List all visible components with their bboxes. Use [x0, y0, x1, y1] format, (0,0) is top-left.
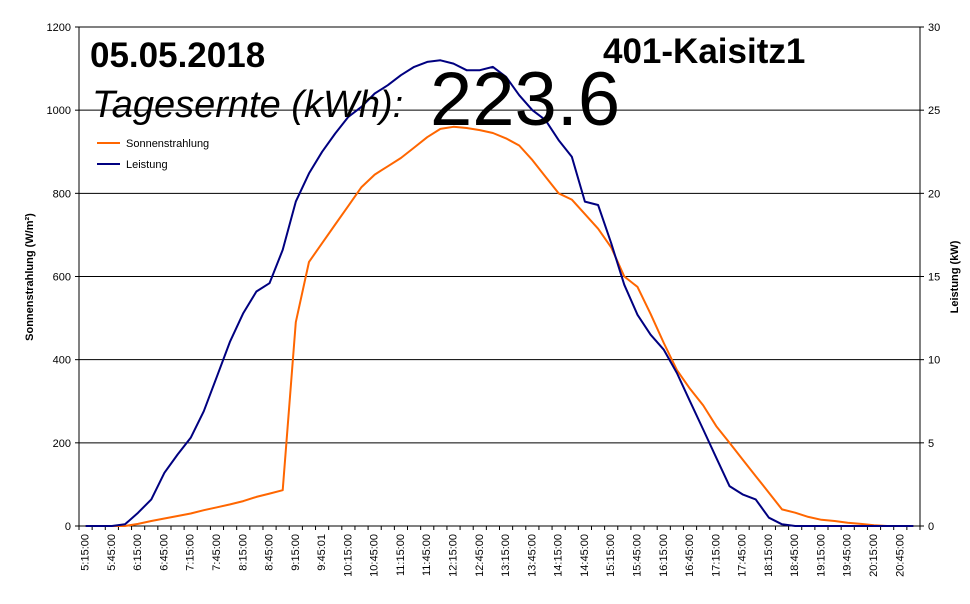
right-tick-label: 15 — [928, 272, 940, 284]
right-tick-label: 20 — [928, 188, 940, 200]
x-tick-label: 6:15:00 — [132, 534, 144, 571]
legend-entry: Sonnenstrahlung — [126, 138, 209, 150]
x-tick-label: 5:45:00 — [106, 534, 118, 571]
right-tick-label: 10 — [928, 355, 940, 367]
x-tick-label: 8:45:00 — [264, 534, 276, 571]
left-tick-label: 800 — [53, 188, 71, 200]
left-tick-label: 600 — [53, 272, 71, 284]
x-axis-ticks: 5:15:00 5:45:00 6:15:00 6:45:00 7:15:00 7:45:… — [78, 526, 921, 577]
right-tick-label: 0 — [928, 521, 934, 533]
right-tick-label: 25 — [928, 105, 940, 117]
x-tick-label: 5:15:00 — [80, 534, 92, 571]
x-tick-label: 11:15:00 — [395, 534, 407, 576]
x-tick-label: 20:45:00 — [894, 534, 906, 577]
right-tick-label: 5 — [928, 438, 934, 450]
x-tick-label: 18:15:00 — [763, 534, 775, 577]
x-tick-label: 12:15:00 — [448, 534, 460, 577]
x-tick-label: 17:15:00 — [710, 534, 722, 577]
x-tick-label: 7:15:00 — [185, 534, 197, 571]
x-tick-label: 10:45:00 — [369, 534, 381, 577]
x-tick-label: 17:45:00 — [737, 534, 749, 577]
x-tick-label: 16:15:00 — [658, 534, 670, 577]
left-tick-label: 400 — [53, 355, 71, 367]
x-tick-label: 18:45:00 — [789, 534, 801, 577]
series-layer — [85, 59, 914, 527]
x-tick-label: 14:45:00 — [579, 534, 591, 577]
date-label: 05.05.2018 — [90, 36, 266, 75]
x-tick-label: 9:45:01 — [316, 534, 328, 571]
left-tick-label: 1000 — [47, 105, 71, 117]
x-tick-label: 15:45:00 — [631, 534, 643, 577]
left-tick-label: 1200 — [47, 22, 71, 34]
x-tick-label: 9:15:00 — [290, 534, 302, 571]
daily-yield-value: 223.6 — [430, 57, 621, 142]
x-tick-label: 19:45:00 — [842, 534, 854, 577]
left-tick-label: 200 — [53, 438, 71, 450]
legend-entry: Leistung — [126, 159, 168, 171]
x-tick-label: 14:15:00 — [553, 534, 565, 577]
series-line-sonnenstrahlung — [85, 125, 914, 527]
x-tick-label: 10:15:00 — [342, 534, 354, 577]
y-axis-title-left: Sonnenstrahlung (W/m²) — [24, 213, 36, 341]
legend: Sonnenstrahlung Leistung — [97, 138, 209, 171]
x-tick-label: 15:15:00 — [605, 534, 617, 577]
x-tick-label: 20:15:00 — [868, 534, 880, 577]
y-axis-title-right: Leistung (kW) — [949, 240, 961, 313]
right-tick-label: 30 — [928, 22, 940, 34]
daily-yield-label: Tagesernte (kWh): — [92, 84, 404, 126]
x-tick-label: 13:15:00 — [500, 534, 512, 577]
right-axis-ticks: 0 5 10 15 20 25 30 — [920, 22, 940, 533]
x-tick-label: 6:45:00 — [158, 534, 170, 571]
x-tick-label: 16:45:00 — [684, 534, 696, 577]
x-tick-label: 7:45:00 — [211, 534, 223, 571]
x-tick-label: 12:45:00 — [474, 534, 486, 577]
left-axis-ticks: 0 200 400 600 800 1000 1200 — [47, 22, 79, 533]
site-name: 401-Kaisitz1 — [603, 32, 806, 71]
x-tick-label: 8:15:00 — [237, 534, 249, 571]
left-tick-label: 0 — [65, 521, 71, 533]
x-tick-label: 19:15:00 — [815, 534, 827, 577]
x-tick-label: 11:45:00 — [421, 534, 433, 576]
series-line-leistung — [85, 59, 914, 527]
x-tick-label: 13:45:00 — [526, 534, 538, 577]
